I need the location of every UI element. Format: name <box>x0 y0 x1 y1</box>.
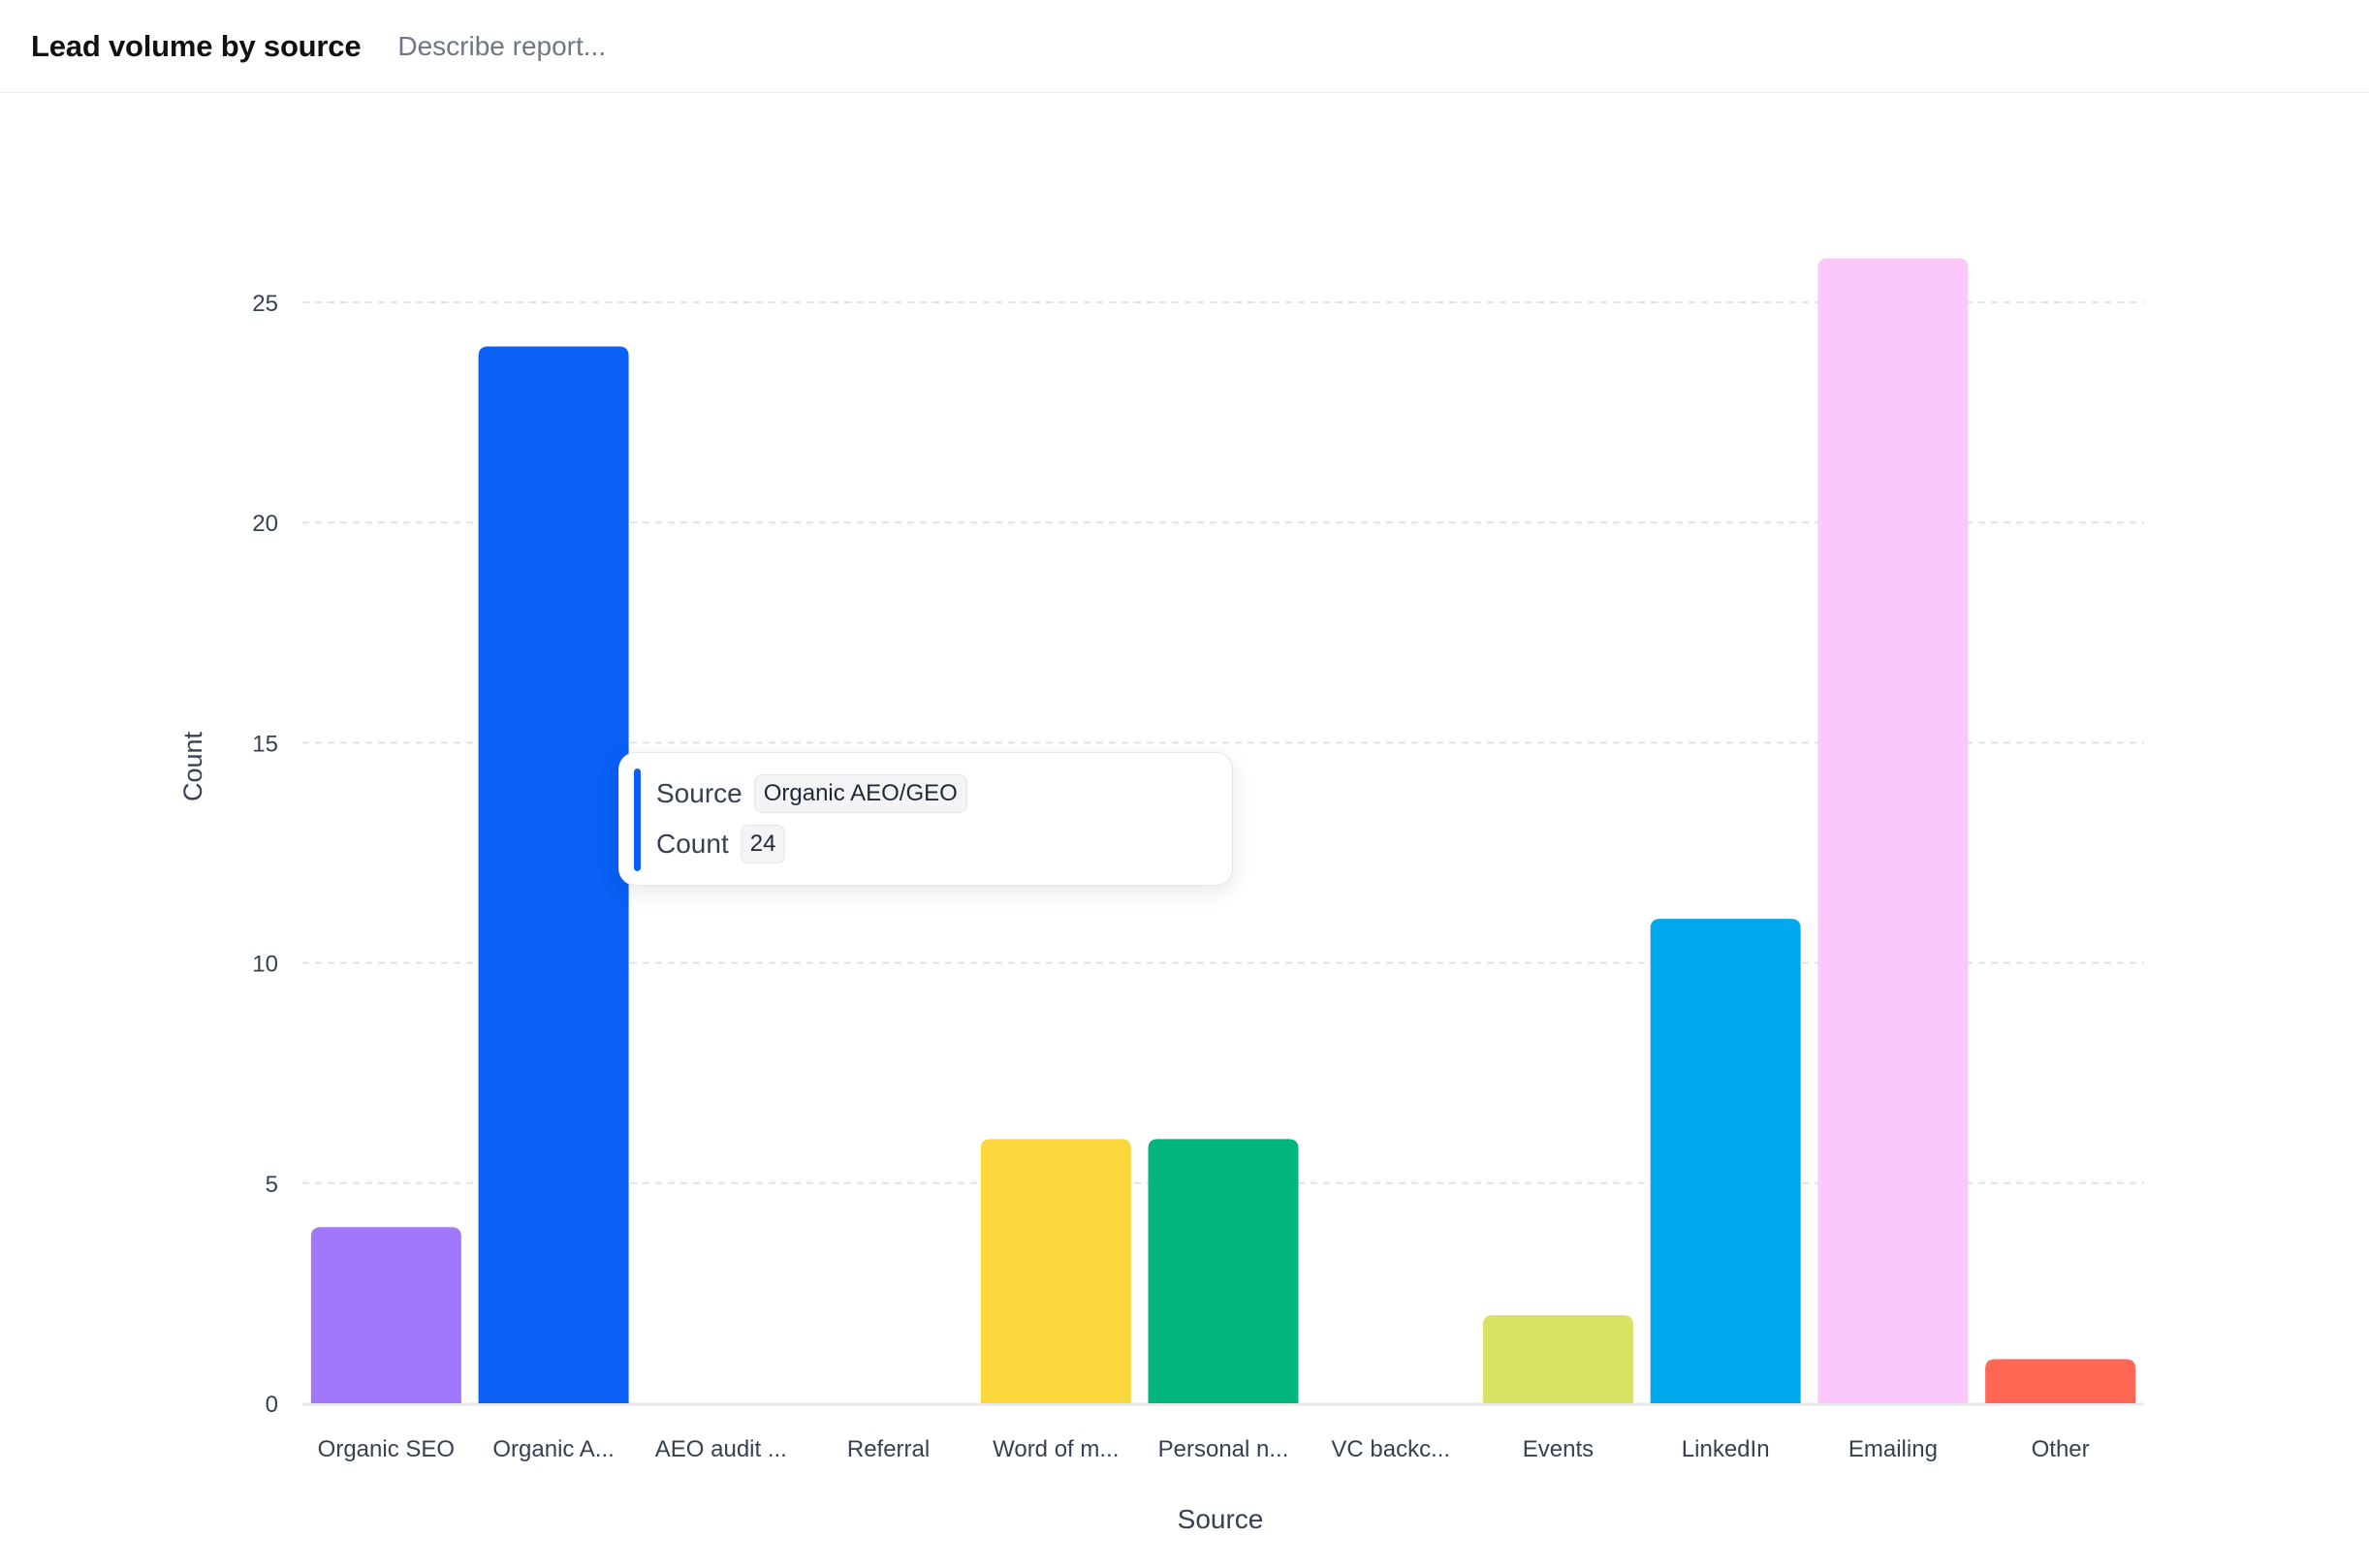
tooltip-count-label: Count <box>656 829 729 859</box>
report-title: Lead volume by source <box>31 28 362 63</box>
bar-tooltip: Source Organic AEO/GEO Count 24 <box>618 752 1233 886</box>
x-tick-label: VC backc... <box>1331 1436 1450 1462</box>
y-tick-label: 15 <box>252 731 278 757</box>
tooltip-accent-bar <box>634 768 641 871</box>
bar[interactable] <box>1482 1315 1633 1403</box>
bar-chart: Organic SEO Organic A... AEO audit ... Refe… <box>178 258 2144 1534</box>
report-header: Lead volume by source <box>0 0 2369 93</box>
x-tick-label: Referral <box>847 1436 930 1462</box>
tooltip-count-value: 24 <box>740 825 786 863</box>
bar[interactable] <box>1817 258 1969 1403</box>
y-tick-label: 0 <box>266 1392 278 1418</box>
x-tick-label: Emailing <box>1848 1436 1938 1462</box>
x-tick-label: Organic A... <box>492 1436 614 1462</box>
y-tick-label: 25 <box>252 291 278 317</box>
x-tick-label: Personal n... <box>1158 1436 1289 1462</box>
tooltip-source-label: Source <box>656 778 742 808</box>
y-tick-labels: 0 5 10 15 20 25 <box>252 291 278 1418</box>
x-tick-label: Events <box>1523 1436 1594 1462</box>
bars <box>310 258 2136 1404</box>
describe-report-input[interactable] <box>395 29 982 63</box>
bar[interactable] <box>1650 919 1801 1403</box>
x-tick-label: LinkedIn <box>1682 1436 1770 1462</box>
x-tick-labels: Organic SEO Organic A... AEO audit ... Refe… <box>318 1436 2090 1462</box>
bar[interactable] <box>1148 1139 1299 1403</box>
tooltip-count-row: Count 24 <box>656 825 786 863</box>
x-axis-label: Source <box>1178 1504 1264 1534</box>
x-tick-label: Word of m... <box>993 1436 1119 1462</box>
bar[interactable] <box>980 1139 1131 1403</box>
bar[interactable] <box>310 1227 461 1403</box>
y-tick-label: 10 <box>252 952 278 978</box>
x-tick-label: Other <box>2032 1436 2090 1462</box>
x-tick-label: Organic SEO <box>318 1436 455 1462</box>
x-tick-label: AEO audit ... <box>655 1436 787 1462</box>
y-axis-label: Count <box>178 731 207 801</box>
tooltip-source-row: Source Organic AEO/GEO <box>656 774 967 813</box>
tooltip-source-value: Organic AEO/GEO <box>753 774 967 813</box>
bar[interactable] <box>1985 1359 2136 1403</box>
y-tick-label: 20 <box>252 511 278 537</box>
bar[interactable] <box>478 346 629 1404</box>
y-tick-label: 5 <box>266 1172 278 1198</box>
